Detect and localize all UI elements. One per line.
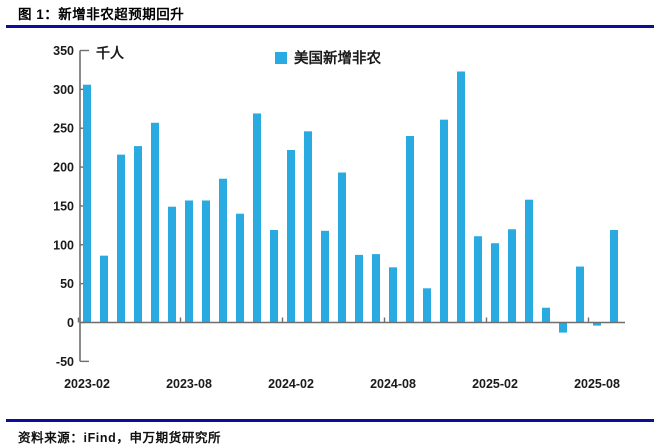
bar-2023-09: [202, 200, 210, 323]
bar-2023-03: [100, 255, 108, 323]
bar-2024-03: [304, 131, 312, 323]
y-tick-label: 150: [53, 199, 74, 213]
bar-2023-12: [253, 113, 261, 323]
bar-2025-05: [542, 307, 550, 323]
bar-2023-05: [134, 146, 142, 323]
y-tick-label: -50: [56, 355, 74, 369]
bar-2025-08: [593, 322, 601, 326]
bar-2025-03: [508, 229, 516, 323]
bar-2025-09: [610, 230, 618, 323]
bar-2024-04: [321, 230, 329, 323]
y-tick-label: 100: [53, 238, 74, 252]
bar-2024-05: [338, 172, 346, 323]
bar-2023-04: [117, 154, 125, 323]
x-tick-label: 2024-02: [268, 377, 314, 391]
bar-2024-06: [355, 254, 363, 323]
figure-title: 图 1：新增非农超预期回升: [18, 7, 185, 22]
y-tick-label: 300: [53, 83, 74, 97]
bar-2025-04: [525, 199, 533, 323]
bar-2024-09: [406, 135, 414, 323]
y-axis-unit-label: 千人: [96, 45, 125, 61]
bar-2024-01: [270, 230, 278, 323]
y-tick-label: 250: [53, 122, 74, 136]
bar-2024-02: [287, 149, 295, 323]
bar-2024-07: [372, 254, 380, 323]
bar-2025-01: [474, 236, 482, 323]
bar-2024-10: [423, 288, 431, 323]
title-divider: [6, 25, 654, 28]
y-tick-label: 350: [53, 44, 74, 58]
y-tick-label: 50: [60, 277, 74, 291]
legend-swatch: [275, 52, 287, 64]
bar-2023-11: [236, 213, 244, 323]
bar-2024-11: [440, 119, 448, 323]
x-tick-label: 2025-02: [472, 377, 518, 391]
bar-2024-12: [457, 71, 465, 323]
bar-2025-02: [491, 243, 499, 323]
legend-label: 美国新增非农: [294, 49, 381, 67]
x-tick-label: 2023-08: [166, 377, 212, 391]
x-tick-label: 2023-02: [64, 377, 110, 391]
y-tick-label: 200: [53, 161, 74, 175]
source-note: 资料来源：iFind，申万期货研究所: [18, 431, 222, 445]
bar-2023-10: [219, 178, 227, 323]
bar-2024-08: [389, 267, 397, 323]
footer-divider: [6, 419, 654, 422]
bar-2025-07: [576, 266, 584, 323]
y-tick-label: 0: [67, 316, 74, 330]
bar-2023-02: [83, 84, 91, 323]
bar-2023-08: [185, 200, 193, 323]
bar-2023-07: [168, 206, 176, 323]
x-tick-label: 2024-08: [370, 377, 416, 391]
bar-2023-06: [151, 122, 159, 323]
x-tick-label: 2025-08: [574, 377, 620, 391]
bar-2025-06: [559, 322, 567, 333]
